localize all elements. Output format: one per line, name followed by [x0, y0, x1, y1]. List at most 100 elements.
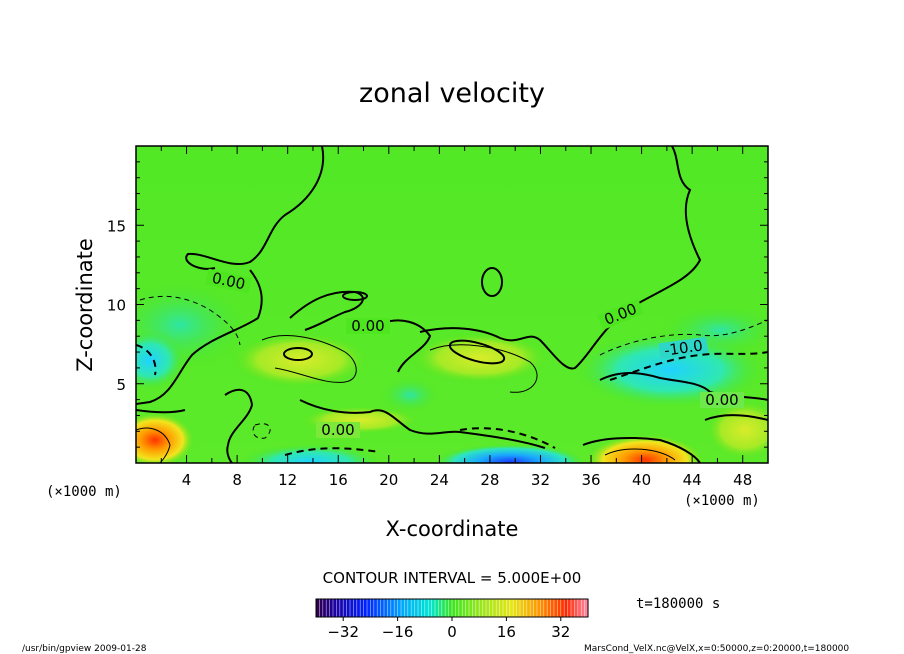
x-tick-label: 20	[379, 471, 398, 489]
colorbar-cell	[445, 599, 450, 617]
x-unit-left: (×1000 m)	[46, 484, 122, 500]
colorbar-cell	[543, 599, 548, 617]
y-tick-label: 15	[107, 217, 126, 235]
colorbar-cell	[363, 599, 368, 617]
colorbar-cell	[428, 599, 433, 617]
colorbar-cell	[458, 599, 463, 617]
shade-cyan-left	[136, 330, 185, 390]
colorbar-cell	[499, 599, 504, 617]
colorbar-cell	[384, 599, 388, 617]
colorbar-cell	[475, 599, 480, 617]
contour-zero-far-right	[704, 414, 768, 421]
colorbar-cell	[506, 599, 511, 617]
colorbar-tick-label: 16	[497, 623, 516, 641]
colorbar-cell	[513, 599, 518, 617]
shade-blue-bottom	[435, 444, 585, 463]
colorbar-cell	[567, 599, 572, 617]
colorbar-tick-label: −32	[327, 623, 359, 641]
contour-closed-2	[448, 339, 506, 365]
contour-neg-1	[139, 295, 241, 346]
colorbar-cell	[482, 599, 487, 617]
x-tick-label: 24	[430, 471, 449, 489]
colorbar-cell	[336, 599, 341, 617]
contour-zero-upper-left	[185, 146, 325, 270]
colorbar-cell	[431, 599, 436, 617]
contour-neg-5	[252, 423, 271, 439]
contour-zero-bottom-left	[136, 409, 186, 414]
x-tick-label: 32	[531, 471, 550, 489]
colorbar-cell	[390, 599, 395, 617]
colorbar-cell	[472, 599, 477, 617]
contour-pos-4	[604, 448, 676, 461]
plot-field: 0.00 0.00 0.00 0.00 0.00 -10.0	[136, 146, 768, 463]
x-axis-label: X-coordinate	[386, 517, 519, 541]
colorbar-tick-label: −16	[382, 623, 414, 641]
contour-label-5: 0.00	[321, 421, 354, 439]
colorbar-cell	[574, 599, 579, 617]
x-tick-label: 4	[182, 471, 192, 489]
shade-orange-left	[136, 412, 195, 463]
x-tick-label: 8	[232, 471, 242, 489]
colorbar-cell	[581, 599, 586, 617]
colorbar-cell	[520, 599, 524, 617]
colorbar-cell	[343, 599, 348, 617]
colorbar-cell	[540, 599, 545, 617]
colorbar-cell	[380, 599, 385, 617]
colorbar-cell	[469, 599, 473, 617]
colorbar-cell	[360, 599, 365, 617]
contour-neg-2	[136, 344, 157, 376]
colorbar-cell	[367, 599, 371, 617]
colorbar-cell	[533, 599, 538, 617]
contour-interval: CONTOUR INTERVAL = 5.000E+00	[323, 569, 582, 587]
colorbar-cell	[441, 599, 446, 617]
colorbar-cell	[326, 599, 331, 617]
colorbar-cell	[350, 599, 354, 617]
contour-closed-1	[283, 347, 313, 361]
colorbar-cell	[322, 599, 327, 617]
x-tick-label: 16	[329, 471, 348, 489]
shade-teal-mid	[380, 377, 440, 413]
colorbar-cell	[353, 599, 358, 617]
colorbar-cell	[537, 599, 541, 617]
contour-closed-4	[342, 291, 368, 301]
colorbar-cell	[373, 599, 378, 617]
colorbar-cell	[401, 599, 405, 617]
y-axis-label: Z-coordinate	[73, 238, 97, 372]
colorbar-cell	[404, 599, 409, 617]
colorbar-cell	[557, 599, 562, 617]
y-tick-label: 10	[107, 297, 126, 315]
colorbar-cell	[421, 599, 426, 617]
colorbar-cell	[346, 599, 351, 617]
contour-pos-1	[261, 335, 357, 383]
colorbar-cell	[319, 599, 324, 617]
shade-yellow-2	[410, 332, 550, 384]
x-tick-label: 48	[733, 471, 752, 489]
colorbar-cell	[577, 599, 582, 617]
colorbar-cell	[452, 599, 456, 617]
contour-label-6: -10.0	[663, 336, 704, 359]
colorbar	[315, 599, 589, 617]
colorbar-cell	[554, 599, 558, 617]
colorbar-cell	[479, 599, 484, 617]
colorbar-tick-label: 0	[447, 623, 457, 641]
colorbar-cell	[530, 599, 535, 617]
colorbar-cell	[547, 599, 552, 617]
colorbar-cell	[438, 599, 443, 617]
colorbar-cell	[356, 599, 361, 617]
contour-neg-4	[609, 351, 768, 381]
colorbar-cell	[407, 599, 412, 617]
colorbar-cell	[465, 599, 470, 617]
x-axis-ticks: 4 8 12 16 20 24 28 32 36 40 44 48	[160, 146, 752, 489]
x-tick-label: 36	[581, 471, 600, 489]
colorbar-cell	[329, 599, 334, 617]
colorbar-cell	[503, 599, 507, 617]
colorbar-cell	[414, 599, 419, 617]
shade-orange-bottom	[585, 434, 705, 463]
colorbar-cell	[339, 599, 344, 617]
colorbar-cell	[516, 599, 521, 617]
contour-neg-3	[599, 319, 768, 356]
colorbar-cell	[370, 599, 375, 617]
colorbar-cell	[492, 599, 497, 617]
colorbar-cell	[462, 599, 467, 617]
